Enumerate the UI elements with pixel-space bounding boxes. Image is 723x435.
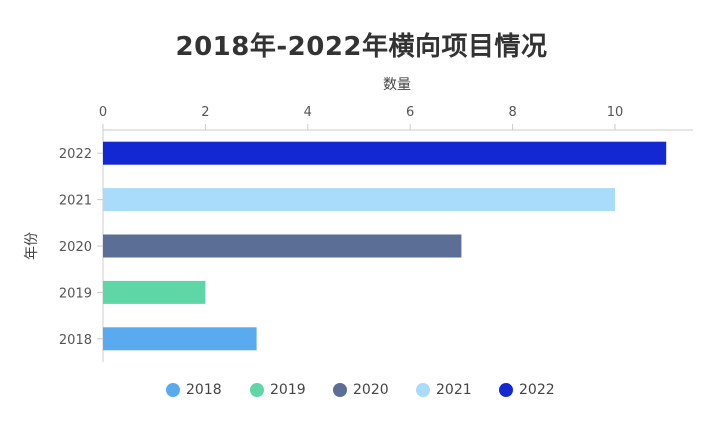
x-tick-label: 10 [607, 105, 624, 120]
legend-label: 2019 [270, 382, 306, 398]
x-tick-label: 2 [201, 105, 209, 120]
legend-marker [166, 383, 180, 397]
legend-label: 2018 [186, 382, 222, 398]
legend-label: 2022 [519, 382, 555, 398]
y-axis-title: 年份 [24, 232, 40, 260]
legend-item-2020[interactable]: 2020 [333, 382, 389, 398]
legend-marker [250, 383, 264, 397]
legend-marker [499, 383, 513, 397]
y-tick-label: 2018 [59, 333, 92, 348]
legend-item-2022[interactable]: 2022 [499, 382, 555, 398]
legend-marker [333, 383, 347, 397]
legend-item-2021[interactable]: 2021 [416, 382, 472, 398]
legend-item-2019[interactable]: 2019 [250, 382, 306, 398]
bar-2018[interactable] [103, 327, 257, 351]
y-tick-label: 2021 [59, 194, 92, 209]
bar-chart: 数量 年份 0 2 4 6 8 10 2018 2019 2020 2021 2022 [24, 77, 693, 362]
bar-2021[interactable] [103, 188, 615, 212]
x-axis-title: 数量 [383, 77, 411, 93]
legend-label: 2020 [353, 382, 389, 398]
x-tick-label: 0 [99, 105, 107, 120]
y-tick-label: 2022 [59, 147, 92, 162]
legend: 2018 2019 2020 2021 2022 [0, 379, 723, 405]
bar-2020[interactable] [103, 234, 462, 258]
bar-2022[interactable] [103, 141, 667, 165]
legend-item-2018[interactable]: 2018 [166, 382, 222, 398]
chart-title: 2018年-2022年横向项目情况 [175, 32, 548, 62]
legend-marker [416, 383, 430, 397]
x-tick-label: 8 [508, 105, 516, 120]
y-tick-label: 2020 [59, 240, 92, 255]
bar-2019[interactable] [103, 280, 206, 304]
x-tick-label: 4 [304, 105, 312, 120]
x-tick-label: 6 [406, 105, 414, 120]
y-tick-label: 2019 [59, 286, 92, 301]
legend-label: 2021 [436, 382, 472, 398]
